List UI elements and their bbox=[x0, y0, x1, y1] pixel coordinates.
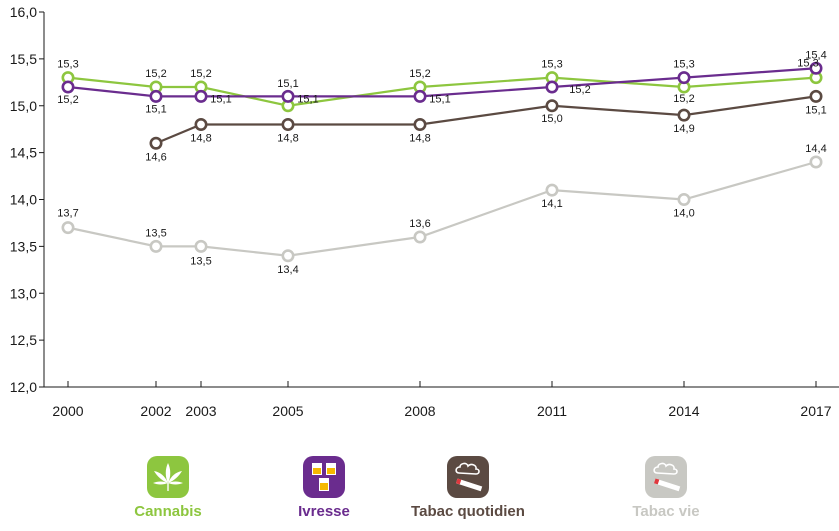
legend-label: Tabac vie bbox=[632, 503, 700, 520]
data-label: 15,1 bbox=[429, 93, 450, 105]
data-label: 14,1 bbox=[541, 198, 562, 210]
data-label: 15,2 bbox=[145, 68, 166, 80]
data-point-tabac-quotidien bbox=[545, 99, 559, 113]
data-label: 13,5 bbox=[145, 227, 166, 239]
data-point-tabac-quotidien bbox=[809, 89, 823, 103]
data-label: 14,0 bbox=[673, 208, 694, 220]
data-label: 13,6 bbox=[409, 218, 430, 230]
data-point-tabac-quotidien bbox=[149, 136, 163, 150]
data-point-ivresse bbox=[61, 80, 75, 94]
data-label: 15,1 bbox=[210, 93, 231, 105]
x-tick-label: 2002 bbox=[140, 403, 171, 419]
series-lines bbox=[61, 61, 823, 263]
data-point-tabac-quotidien bbox=[281, 118, 295, 132]
legend-label: Tabac quotidien bbox=[411, 503, 525, 520]
data-point-tabac-vie bbox=[61, 221, 75, 235]
data-label: 15,1 bbox=[805, 104, 826, 116]
data-label: 15,2 bbox=[57, 94, 78, 106]
data-point-ivresse bbox=[677, 71, 691, 85]
data-label: 14,6 bbox=[145, 151, 166, 163]
data-label: 15,0 bbox=[541, 113, 562, 125]
data-point-tabac-vie bbox=[413, 230, 427, 244]
data-label: 15,2 bbox=[190, 68, 211, 80]
data-label: 13,5 bbox=[190, 255, 211, 267]
x-tick-label: 2017 bbox=[800, 403, 831, 419]
data-label: 15,1 bbox=[145, 103, 166, 115]
x-tick-label: 2011 bbox=[537, 403, 567, 419]
data-label: 15,2 bbox=[673, 93, 694, 105]
y-tick-label: 15,5 bbox=[10, 51, 37, 67]
data-label: 14,8 bbox=[190, 133, 211, 145]
data-label: 15,1 bbox=[297, 93, 318, 105]
data-label: 15,1 bbox=[277, 78, 298, 90]
legend-item-tabac-vie: Tabac vie bbox=[596, 456, 736, 519]
axes: 12,0 12,5 13,0 13,5 14,0 14,5 15,0 15,5 16,0 2000… bbox=[10, 4, 839, 419]
cigarette-smoke-icon bbox=[645, 456, 687, 498]
data-point-tabac-vie bbox=[194, 239, 208, 253]
legend-item-cannabis: Cannabis bbox=[98, 456, 238, 519]
x-tick-label: 2005 bbox=[272, 403, 303, 419]
data-point-tabac-vie bbox=[281, 249, 295, 263]
x-tick-label: 2014 bbox=[668, 403, 699, 419]
data-point-ivresse bbox=[194, 89, 208, 103]
data-label: 15,4 bbox=[805, 49, 826, 61]
data-point-tabac-vie bbox=[677, 193, 691, 207]
y-tick-label: 16,0 bbox=[10, 4, 37, 20]
series-line-tabac-quotidien bbox=[155, 95, 817, 145]
y-tick-label: 15,0 bbox=[10, 98, 37, 114]
data-label: 14,8 bbox=[409, 133, 430, 145]
drink-glasses-icon bbox=[303, 456, 345, 498]
data-point-tabac-quotidien bbox=[413, 118, 427, 132]
y-tick-label: 14,0 bbox=[10, 192, 37, 208]
data-point-ivresse bbox=[281, 89, 295, 103]
y-tick-label: 14,5 bbox=[10, 145, 37, 161]
data-point-ivresse bbox=[149, 89, 163, 103]
data-labels: 15,3 15,2 15,2 15,1 15,2 15,3 15,2 15,3 15,2 15,1… bbox=[57, 49, 826, 276]
data-point-ivresse bbox=[809, 61, 823, 75]
data-label: 15,2 bbox=[569, 84, 590, 96]
y-tick-label: 13,5 bbox=[10, 238, 37, 254]
data-point-tabac-vie bbox=[149, 239, 163, 253]
data-point-tabac-quotidien bbox=[677, 108, 691, 122]
y-tick-label: 12,0 bbox=[10, 379, 37, 395]
series-line-ivresse bbox=[67, 67, 817, 98]
data-label: 14,4 bbox=[805, 143, 826, 155]
cannabis-leaf-icon bbox=[147, 456, 189, 498]
data-label: 15,3 bbox=[541, 59, 562, 71]
y-tick-label: 12,5 bbox=[10, 332, 37, 348]
cigarette-smoke-icon bbox=[447, 456, 489, 498]
legend-label: Cannabis bbox=[134, 503, 202, 520]
data-label: 13,7 bbox=[57, 208, 78, 220]
data-label: 15,2 bbox=[409, 68, 430, 80]
data-point-tabac-vie bbox=[545, 183, 559, 197]
data-point-ivresse bbox=[413, 89, 427, 103]
data-point-tabac-quotidien bbox=[194, 118, 208, 132]
data-label: 14,8 bbox=[277, 133, 298, 145]
data-label: 15,3 bbox=[57, 59, 78, 71]
data-label: 15,3 bbox=[673, 59, 694, 71]
data-label: 13,4 bbox=[277, 264, 298, 276]
legend-label: Ivresse bbox=[298, 503, 350, 520]
x-tick-label: 2008 bbox=[404, 403, 435, 419]
y-tick-label: 13,0 bbox=[10, 285, 37, 301]
x-tick-label: 2000 bbox=[52, 403, 83, 419]
data-label: 14,9 bbox=[673, 123, 694, 135]
data-label: 15,3 bbox=[797, 58, 818, 70]
data-point-ivresse bbox=[545, 80, 559, 94]
legend-item-tabac-quotidien: Tabac quotidien bbox=[398, 456, 538, 519]
x-tick-label: 2003 bbox=[185, 403, 216, 419]
series-line-tabac-vie bbox=[67, 160, 817, 257]
data-point-tabac-vie bbox=[809, 155, 823, 169]
legend-item-ivresse: Ivresse bbox=[254, 456, 394, 519]
